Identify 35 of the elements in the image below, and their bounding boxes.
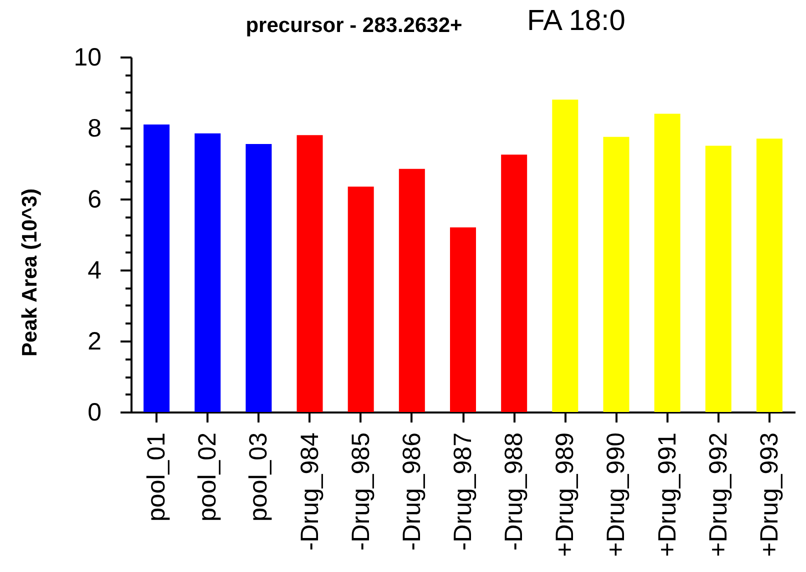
x-tick-label: +Drug_991 [653, 432, 682, 557]
x-tick-label: -Drug_987 [449, 432, 477, 551]
y-tick-label: 10 [74, 44, 102, 72]
bar [194, 133, 221, 412]
bar [144, 124, 170, 412]
bar [450, 227, 476, 412]
bar [246, 144, 272, 412]
bar [603, 136, 630, 412]
x-tick-label: +Drug_993 [755, 432, 784, 557]
x-tick-label: -Drug_988 [500, 432, 528, 551]
chart-title: precursor - 283.2632+ [246, 14, 462, 37]
bar [501, 154, 528, 412]
x-tick-label: -Drug_985 [346, 432, 375, 551]
x-tick-label: pool_02 [194, 432, 222, 522]
x-tick-label: -Drug_986 [398, 432, 426, 551]
bar [654, 114, 680, 412]
bar [296, 135, 323, 412]
bar [348, 186, 374, 412]
bar [705, 146, 732, 412]
y-tick-label: 0 [88, 398, 102, 426]
x-tick-label: +Drug_990 [602, 432, 630, 557]
bar [552, 100, 578, 412]
x-tick-label: pool_03 [244, 432, 273, 522]
x-tick-label: pool_01 [142, 432, 171, 522]
x-tick-label: +Drug_992 [704, 432, 732, 557]
chart-subtitle: FA 18:0 [527, 5, 626, 37]
y-axis-title: Peak Area (10^3) [18, 188, 42, 356]
y-tick-label: 6 [88, 186, 102, 214]
bar [756, 138, 782, 412]
y-tick-label: 4 [88, 256, 102, 284]
y-tick-label: 2 [88, 328, 102, 356]
bar [398, 168, 425, 412]
x-tick-label: +Drug_989 [551, 432, 580, 557]
y-tick-label: 8 [88, 114, 102, 142]
x-tick-label: -Drug_984 [296, 432, 324, 551]
